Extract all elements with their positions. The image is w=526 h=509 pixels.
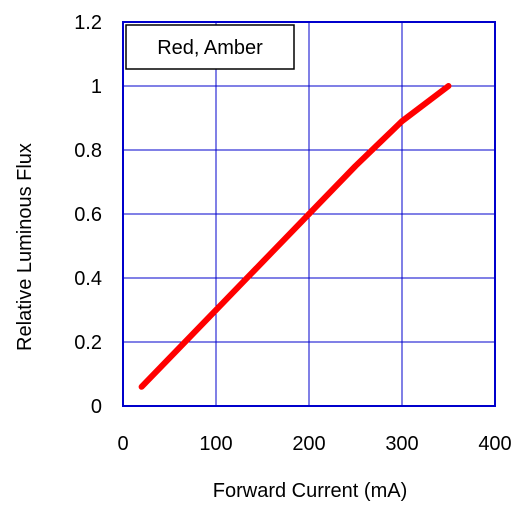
x-tick-label: 400 (478, 433, 511, 455)
y-tick-labels: 0 0.2 0.4 0.6 0.8 1 1.2 (74, 12, 102, 418)
y-tick-label: 0 (91, 396, 102, 418)
legend: Red, Amber (125, 24, 295, 70)
x-tick-labels: 0 100 200 300 400 (117, 433, 511, 455)
y-axis-label: Relative Luminous Flux (14, 143, 36, 351)
y-tick-label: 1.2 (74, 12, 102, 34)
y-tick-label: 1 (91, 76, 102, 98)
series-lines (138, 83, 452, 390)
series-line (138, 83, 452, 390)
y-tick-label: 0.6 (74, 204, 102, 226)
y-tick-label: 0.8 (74, 140, 102, 162)
x-tick-label: 200 (292, 433, 325, 455)
plot-frame (122, 21, 496, 407)
x-tick-label: 100 (199, 433, 232, 455)
y-tick-label: 0.4 (74, 268, 102, 290)
x-tick-label: 300 (385, 433, 418, 455)
x-tick-label: 0 (117, 433, 128, 455)
legend-label: Red, Amber (157, 37, 263, 59)
x-axis-label: Forward Current (mA) (213, 480, 407, 502)
legend-box (125, 24, 295, 70)
y-tick-label: 0.2 (74, 332, 102, 354)
